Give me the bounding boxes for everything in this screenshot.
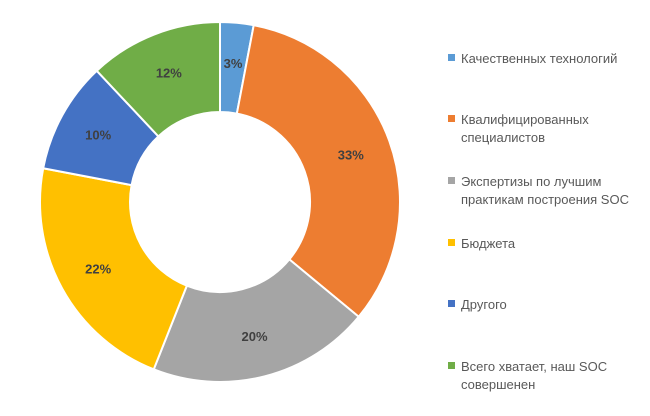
- legend-label: Другого: [461, 297, 507, 312]
- slice-5: [95, 20, 221, 138]
- legend-swatch: [448, 300, 455, 307]
- data-label-2: 20%: [242, 329, 268, 344]
- data-label-3: 22%: [85, 261, 111, 276]
- legend-swatch: [448, 239, 455, 246]
- legend-swatch: [448, 54, 455, 61]
- legend-swatch: [448, 177, 455, 184]
- slice-3: [39, 167, 189, 371]
- data-label-1: 33%: [338, 147, 364, 162]
- legend-swatch: [448, 115, 455, 122]
- legend-swatch: [448, 362, 455, 369]
- slices-group: [39, 20, 401, 383]
- data-label-4: 10%: [85, 128, 111, 143]
- data-labels-group: 3% 33% 20% 22% 10% 12%: [85, 56, 364, 344]
- legend-label: Квалифицированных специалистов: [461, 112, 589, 145]
- data-label-5: 12%: [156, 65, 182, 80]
- legend-label: Всего хватает, наш SOC совершенен: [461, 359, 608, 392]
- legend-label: Качественных технологий: [461, 51, 618, 66]
- slice-1: [235, 24, 401, 319]
- data-label-0: 3%: [224, 56, 243, 71]
- legend-label: Экспертизы по лучшим практикам построени…: [461, 174, 629, 207]
- slice-2: [152, 257, 361, 383]
- legend-label: Бюджета: [461, 236, 516, 251]
